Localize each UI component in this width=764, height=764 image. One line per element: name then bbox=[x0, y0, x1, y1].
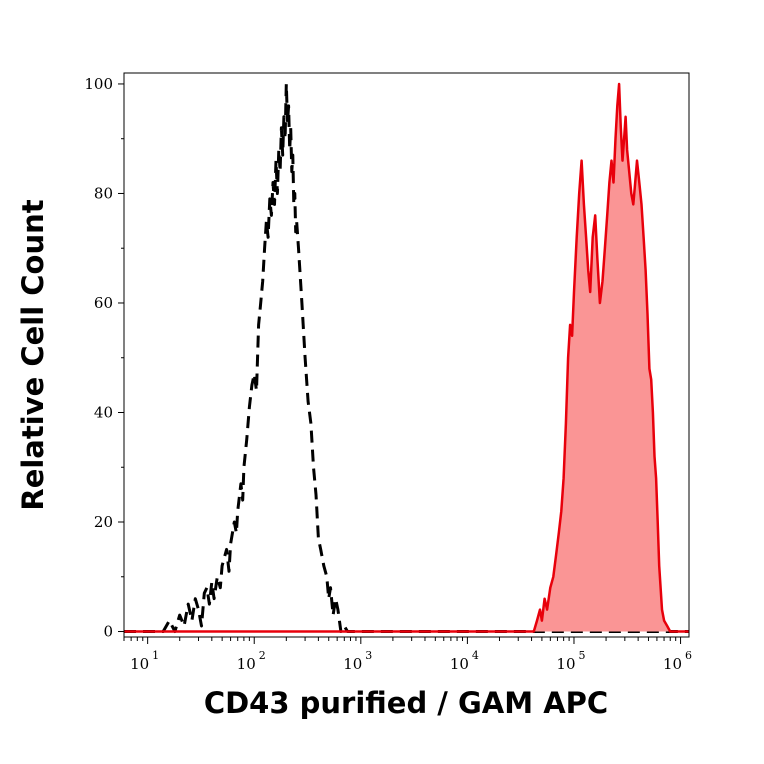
x-tick-exponent: 1 bbox=[152, 649, 159, 662]
x-tick-label: 10 bbox=[556, 655, 575, 673]
y-tick-label: 80 bbox=[94, 184, 113, 202]
x-tick-exponent: 5 bbox=[578, 649, 585, 662]
y-axis-title: Relative Cell Count bbox=[16, 199, 50, 510]
x-tick-label: 10 bbox=[130, 655, 149, 673]
plot-frame bbox=[123, 72, 690, 638]
x-tick-label: 10 bbox=[663, 655, 682, 673]
series-1-line bbox=[124, 82, 689, 633]
x-tick-exponent: 2 bbox=[259, 649, 266, 662]
x-tick-label: 10 bbox=[450, 655, 469, 673]
y-tick-label: 100 bbox=[84, 75, 113, 93]
y-tick-label: 20 bbox=[94, 513, 113, 531]
y-tick-label: 0 bbox=[103, 623, 113, 641]
x-axis-title: CD43 purified / GAM APC bbox=[204, 686, 608, 720]
x-tick-label: 10 bbox=[343, 655, 362, 673]
y-tick-label: 60 bbox=[94, 294, 113, 312]
x-tick-exponent: 3 bbox=[365, 649, 372, 662]
y-tick-label: 40 bbox=[94, 403, 113, 421]
x-tick-label: 10 bbox=[237, 655, 256, 673]
series-layer bbox=[124, 82, 689, 633]
series-1-area bbox=[124, 84, 689, 632]
x-tick-exponent: 4 bbox=[472, 649, 479, 662]
x-tick-exponent: 6 bbox=[685, 649, 692, 662]
series-0-line bbox=[124, 82, 689, 633]
